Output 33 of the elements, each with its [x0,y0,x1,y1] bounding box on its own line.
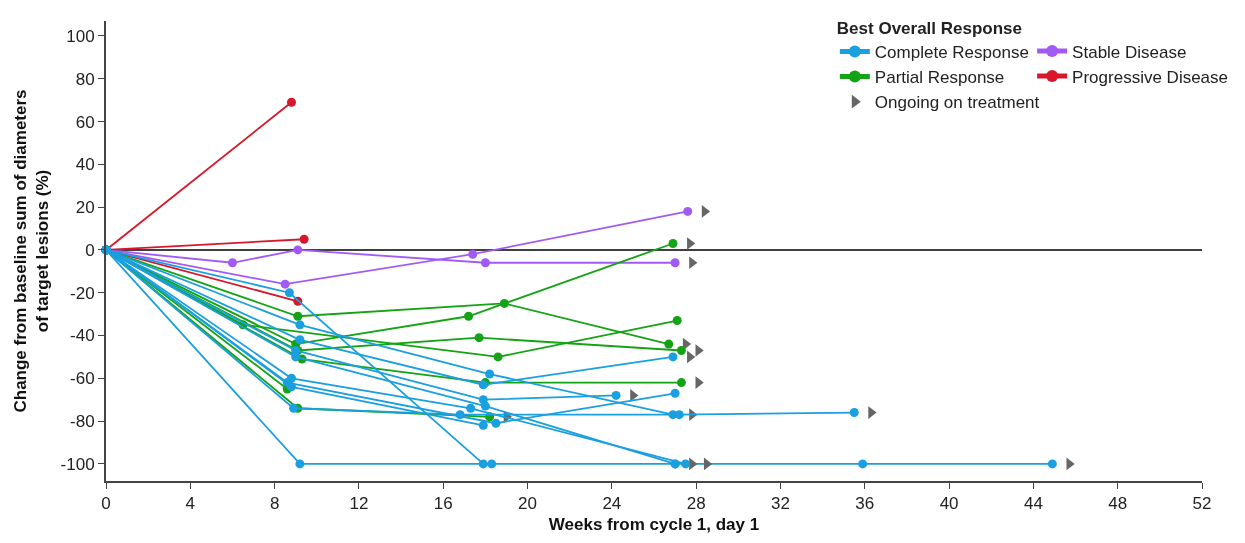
y-tick-label: 60 [75,112,95,132]
x-tick-label: 36 [855,494,875,514]
y-tick-label: 80 [75,69,95,89]
legend-title: Best Overall Response [836,18,1023,38]
x-tick-label: 20 [518,494,537,514]
x-tick-label: 4 [185,494,196,514]
x-tick-label: 48 [1108,494,1128,514]
y-axis-title: Change from baseline sum of diameters of target lesions (%) [10,89,52,413]
legend-label: Progressive Disease [1072,67,1229,87]
x-axis-title: Weeks from cycle 1, day 1 [548,515,760,535]
x-tick-label: 12 [349,494,369,514]
y-tick-label: 40 [75,155,95,175]
x-tick-label: 28 [686,494,706,514]
x-tick-label: 16 [433,494,453,514]
y-tick-label: 100 [66,26,95,46]
y-tick-label: -100 [60,454,95,474]
x-tick-label: 24 [602,494,622,514]
x-tick-label: 8 [269,494,280,514]
y-tick-label: -60 [70,369,95,389]
legend-label: Stable Disease [1072,42,1187,62]
y-tick-label: 0 [85,240,95,260]
legend-label: Partial Response [874,68,1005,88]
x-tick-label: 32 [771,494,790,514]
x-tick-label: 40 [939,494,959,514]
y-tick-label: -80 [70,412,95,432]
x-tick-label: 52 [1192,494,1212,514]
x-tick-label: 44 [1023,494,1043,514]
y-tick-label: -40 [70,326,95,346]
y-tick-label: -20 [70,283,95,303]
legend-label: Ongoing on treatment [874,93,1040,113]
y-tick-label: 20 [75,198,95,218]
x-tick-label: 0 [101,494,111,514]
legend-label: Complete Response [874,43,1029,63]
